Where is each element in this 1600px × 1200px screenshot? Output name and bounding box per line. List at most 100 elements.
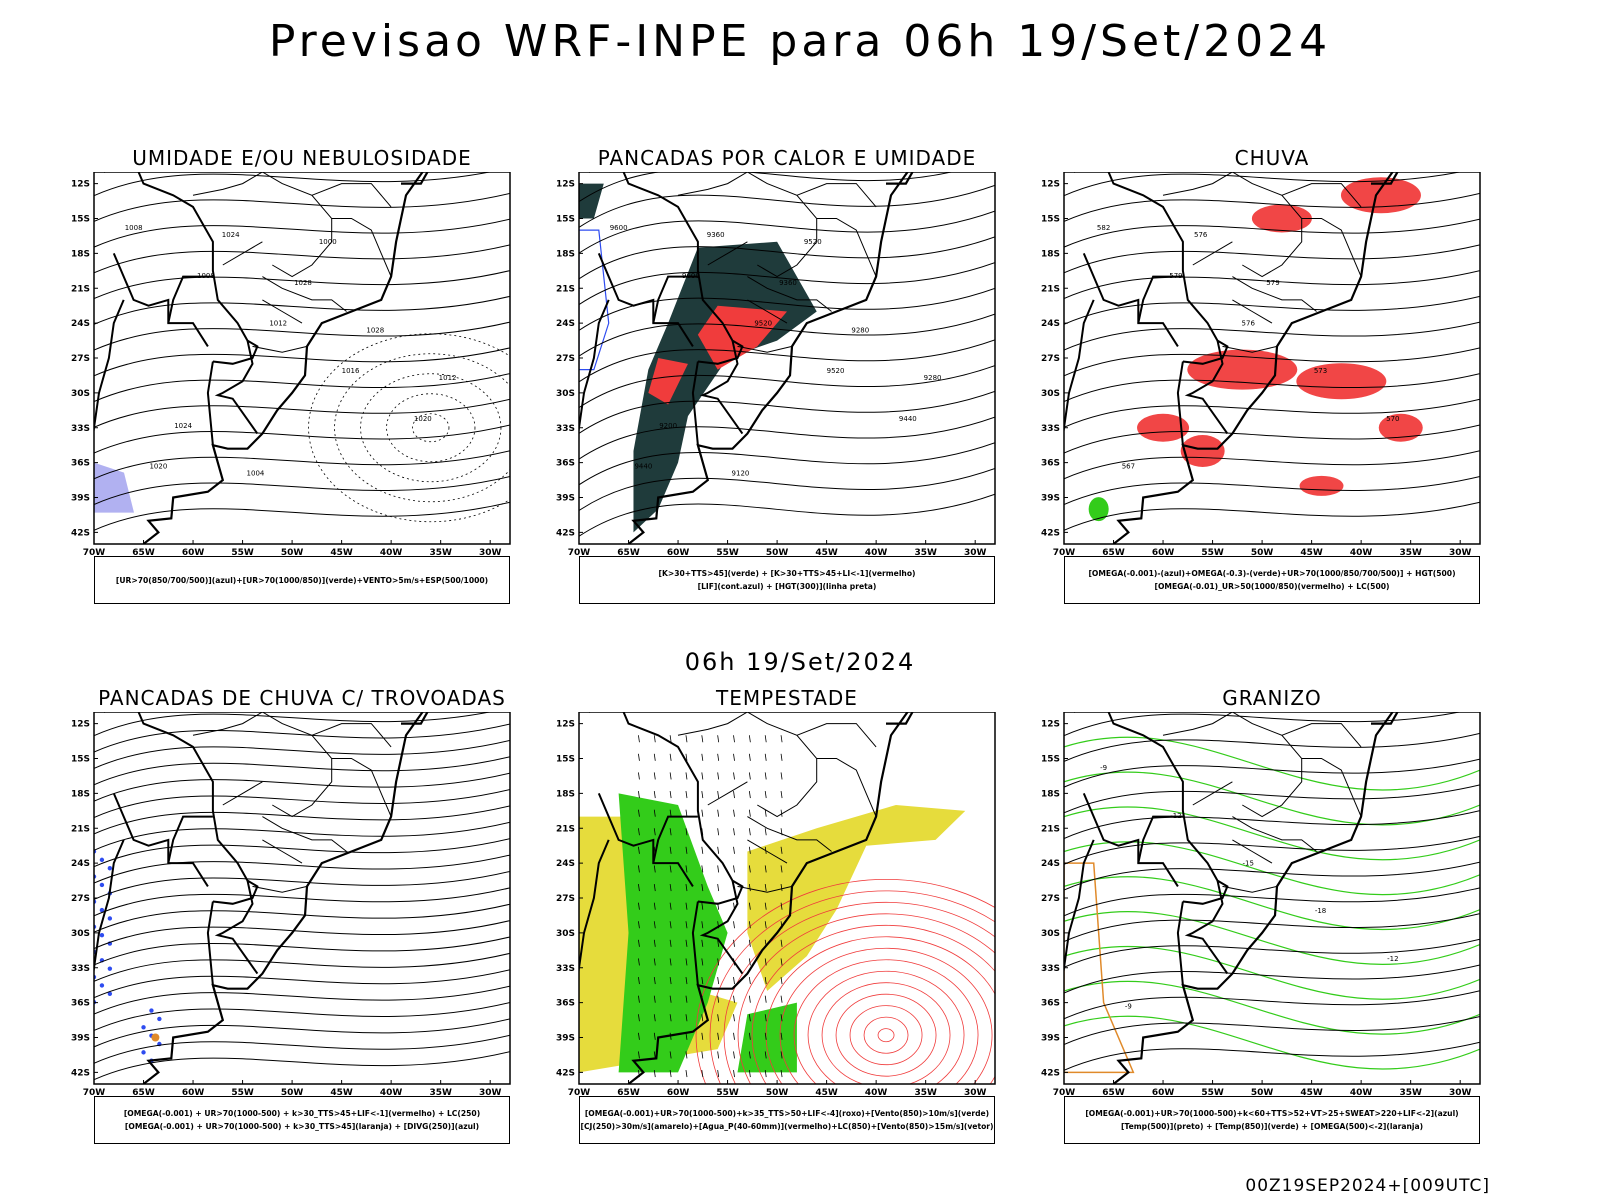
contour-label: 576 bbox=[1242, 319, 1256, 327]
panel-tempestade: TEMPESTADE [OMEGA(-0.001)+UR>70(1000-500… bbox=[537, 686, 1037, 1156]
contour-label: 1020 bbox=[149, 462, 167, 470]
lat-tick-label: 36S bbox=[71, 459, 90, 469]
lon-tick-label: 55W bbox=[716, 1088, 739, 1098]
lat-tick-label: 18S bbox=[1041, 789, 1060, 799]
contour-label: 9200 bbox=[659, 422, 677, 430]
contour-label: 1008 bbox=[197, 272, 215, 280]
lat-tick-label: 27S bbox=[556, 894, 575, 904]
lon-tick-label: 50W bbox=[766, 548, 789, 558]
panel-legend: [OMEGA(-0.001) + UR>70(1000-500) + k>30_… bbox=[94, 1096, 510, 1144]
lon-tick-label: 45W bbox=[330, 1088, 353, 1098]
lat-tick-label: 42S bbox=[71, 528, 90, 538]
lat-tick-label: 15S bbox=[1041, 755, 1060, 765]
lon-tick-label: 65W bbox=[617, 548, 640, 558]
lon-tick-label: 70W bbox=[1053, 548, 1076, 558]
panel-chuva: CHUVA [OMEGA(-0.001)-(azul)+OMEGA(-0.3)-… bbox=[1022, 146, 1522, 616]
contour-label: 9360 bbox=[707, 231, 725, 239]
lat-tick-label: 33S bbox=[71, 424, 90, 434]
legend-line-1: [K>30+TTS>45](verde) + [K>30+TTS>45+LI<-… bbox=[658, 569, 916, 578]
legend-line-2: [Temp(500)](preto) + [Temp(850)](verde) … bbox=[1120, 1122, 1424, 1131]
lat-tick-label: 24S bbox=[556, 859, 575, 869]
lon-tick-label: 45W bbox=[1300, 1088, 1323, 1098]
lon-tick-label: 60W bbox=[667, 1088, 690, 1098]
lon-tick-label: 70W bbox=[83, 1088, 106, 1098]
lat-tick-label: 21S bbox=[1041, 824, 1060, 834]
contour-label: 9120 bbox=[732, 469, 750, 477]
lat-tick-label: 15S bbox=[71, 755, 90, 765]
lat-tick-label: 21S bbox=[71, 824, 90, 834]
lat-tick-label: 33S bbox=[556, 424, 575, 434]
lat-tick-label: 27S bbox=[71, 894, 90, 904]
contour-label: 9280 bbox=[851, 326, 869, 334]
panel-title: TEMPESTADE bbox=[716, 686, 858, 710]
contour-label: 9440 bbox=[634, 462, 652, 470]
lat-tick-label: 27S bbox=[71, 354, 90, 364]
lon-tick-label: 60W bbox=[667, 548, 690, 558]
lat-tick-label: 21S bbox=[556, 824, 575, 834]
panel-title: PANCADAS DE CHUVA C/ TROVOADAS bbox=[98, 686, 506, 710]
lat-tick-label: 18S bbox=[71, 789, 90, 799]
panel-legend: [OMEGA(-0.001)-(azul)+OMEGA(-0.3)-(verde… bbox=[1064, 556, 1480, 604]
panel-umidade: UMIDADE E/OU NEBULOSIDADE [UR>70(850/700… bbox=[52, 146, 552, 616]
lon-tick-label: 35W bbox=[429, 1088, 452, 1098]
panel-title: GRANIZO bbox=[1222, 686, 1322, 710]
lat-tick-label: 36S bbox=[556, 459, 575, 469]
lon-tick-label: 60W bbox=[182, 1088, 205, 1098]
contour-label: -12 bbox=[1387, 955, 1398, 963]
lon-tick-label: 65W bbox=[132, 1088, 155, 1098]
contour-label: 1028 bbox=[366, 326, 384, 334]
lon-tick-label: 45W bbox=[815, 548, 838, 558]
lat-tick-label: 33S bbox=[1041, 424, 1060, 434]
lat-tick-label: 42S bbox=[1041, 528, 1060, 538]
lon-tick-label: 35W bbox=[914, 1088, 937, 1098]
legend-line-2: [OMEGA(-0.01)_UR>50(1000/850)(vermelho) … bbox=[1154, 582, 1390, 591]
contour-label: 573 bbox=[1314, 367, 1327, 375]
lat-tick-label: 42S bbox=[71, 1068, 90, 1078]
lon-tick-label: 40W bbox=[1350, 1088, 1373, 1098]
lat-tick-label: 12S bbox=[71, 720, 90, 730]
lon-tick-label: 65W bbox=[132, 548, 155, 558]
lat-tick-label: 24S bbox=[1041, 859, 1060, 869]
legend-line-1: [UR>70(850/700/500)](azul)+[UR>70(1000/8… bbox=[115, 575, 489, 585]
forecast-time-title: 06h 19/Set/2024 bbox=[684, 648, 916, 676]
lat-tick-label: 27S bbox=[1041, 894, 1060, 904]
lat-tick-label: 30S bbox=[1041, 929, 1060, 939]
map-plot: 12S 15S 18S 21S 24S 27S 30S 33S 36S 39S 42S 70W 65W 6… bbox=[71, 172, 511, 558]
lat-tick-label: 39S bbox=[1041, 1034, 1060, 1044]
lat-tick-label: 42S bbox=[1041, 1068, 1060, 1078]
contour-label: 1016 bbox=[342, 367, 360, 375]
lon-tick-label: 35W bbox=[1399, 1088, 1422, 1098]
lon-tick-label: 50W bbox=[281, 548, 304, 558]
legend-line-1: [OMEGA(-0.001) + UR>70(1000-500) + k>30_… bbox=[123, 1109, 481, 1118]
contour-label: 1000 bbox=[319, 238, 337, 246]
legend-line-2: [CJ(250)>30m/s](amarelo)+[Agua_P(40-60mm… bbox=[580, 1122, 994, 1131]
lat-tick-label: 42S bbox=[556, 528, 575, 538]
main-title: Previsao WRF-INPE para 06h 19/Set/2024 bbox=[268, 16, 1332, 67]
lat-tick-label: 36S bbox=[556, 999, 575, 1009]
contour-label: 1012 bbox=[269, 319, 287, 327]
lat-tick-label: 30S bbox=[71, 389, 90, 399]
contour-label: 1024 bbox=[222, 231, 240, 239]
lon-tick-label: 70W bbox=[568, 548, 591, 558]
lon-tick-label: 40W bbox=[1350, 548, 1373, 558]
panel-legend: [K>30+TTS>45](verde) + [K>30+TTS>45+LI<-… bbox=[579, 556, 995, 604]
contour-label: 579 bbox=[1266, 279, 1279, 287]
lat-tick-label: 36S bbox=[71, 999, 90, 1009]
lat-tick-label: 33S bbox=[71, 964, 90, 974]
panel-granizo: GRANIZO [OMEGA(-0.001)+UR>70(1000-500)+k… bbox=[1022, 686, 1522, 1156]
panel-title: UMIDADE E/OU NEBULOSIDADE bbox=[132, 146, 472, 170]
lon-tick-label: 55W bbox=[1201, 1088, 1224, 1098]
contour-label: 570 bbox=[1386, 415, 1399, 423]
lat-tick-label: 30S bbox=[1041, 389, 1060, 399]
lat-tick-label: 30S bbox=[71, 929, 90, 939]
contour-label: 1028 bbox=[294, 279, 312, 287]
contour-label: 1004 bbox=[247, 469, 265, 477]
lon-tick-label: 50W bbox=[281, 1088, 304, 1098]
lat-tick-label: 30S bbox=[556, 389, 575, 399]
lon-tick-label: 35W bbox=[429, 548, 452, 558]
panel-pancadas-calor: PANCADAS POR CALOR E UMIDADE [K>30+TTS>4… bbox=[537, 146, 1037, 616]
panel-title: PANCADAS POR CALOR E UMIDADE bbox=[597, 146, 977, 170]
map-plot: 12S 15S 18S 21S 24S 27S 30S 33S 36S 39S 42S 70W 65W 6… bbox=[1041, 172, 1481, 558]
lat-tick-label: 27S bbox=[556, 354, 575, 364]
legend-line-2: [OMEGA(-0.001) + UR>70(1000-500) + k>30_… bbox=[124, 1122, 480, 1131]
